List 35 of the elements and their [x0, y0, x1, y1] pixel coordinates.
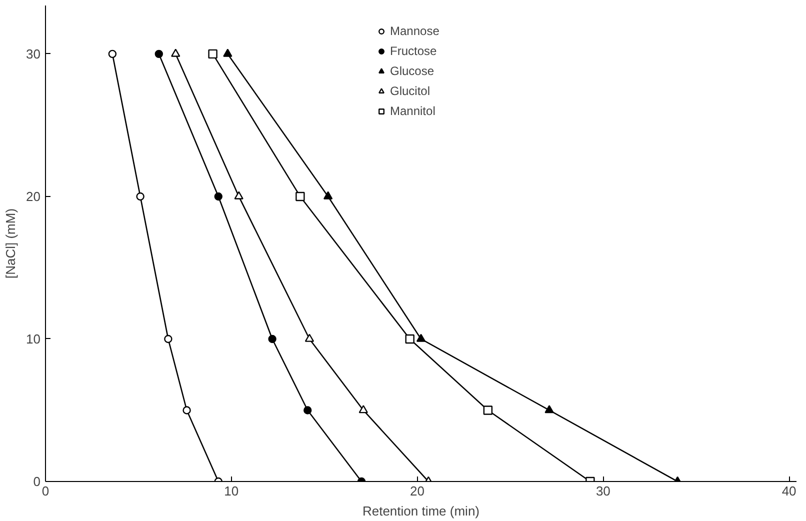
- point: [483, 406, 493, 415]
- point: [358, 405, 368, 414]
- point: [136, 192, 144, 201]
- x-tick-label: 20: [410, 484, 425, 498]
- x-tick-label: 30: [596, 484, 610, 498]
- legend-label: Glucitol: [390, 84, 430, 98]
- point: [416, 334, 426, 342]
- point: [323, 191, 333, 200]
- y-tick-label: 10: [26, 331, 41, 346]
- point: [304, 406, 312, 414]
- point: [164, 334, 172, 344]
- point: [405, 334, 414, 344]
- legend-label: Mannitol: [390, 104, 436, 118]
- x-tick-label: 40: [782, 484, 796, 498]
- point: [108, 50, 117, 58]
- legend-label: Mannose: [390, 24, 440, 38]
- point: [214, 192, 222, 201]
- point: [544, 405, 554, 414]
- point: [208, 49, 218, 59]
- x-axis-title: Retention time (min): [362, 504, 480, 518]
- point: [223, 48, 232, 57]
- y-tick-label: 30: [26, 46, 41, 62]
- y-axis-title: [NaCl] (mM): [3, 208, 18, 279]
- point: [171, 48, 180, 57]
- legend-label: Fructose: [390, 44, 437, 58]
- point: [296, 192, 305, 202]
- point: [268, 334, 276, 344]
- legend-label: Glucose: [390, 64, 434, 78]
- y-tick-label: 0: [33, 474, 41, 489]
- point: [182, 406, 191, 414]
- point: [304, 334, 314, 342]
- y-tick-label: 20: [26, 188, 41, 204]
- x-tick-label: 10: [224, 484, 239, 498]
- point: [154, 50, 163, 58]
- point: [234, 191, 244, 200]
